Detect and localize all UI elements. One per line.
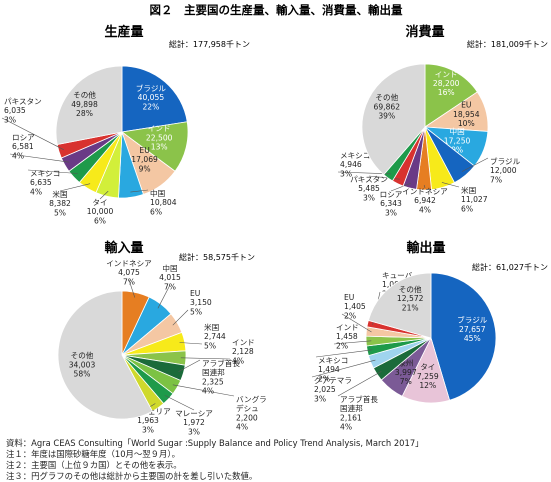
leader-line	[180, 357, 231, 360]
chart-total: 総計：61,027千トン	[472, 262, 548, 272]
slice-label: ロシア 6,581 4%	[12, 133, 35, 160]
slice-label: パキスタン 6,035 3%	[4, 97, 42, 124]
slice-label: その他 69,862 39%	[374, 92, 401, 120]
pie-slice	[57, 290, 153, 420]
notes: 資料：Agra CEAS Consulting「World Sugar :Sup…	[6, 438, 546, 482]
leader-line	[172, 309, 189, 326]
leader-line	[368, 175, 400, 180]
slice-label: EU 18,954 10%	[453, 101, 480, 128]
slice-label: その他 12,572 21%	[397, 284, 424, 312]
slice-label: パキスタン 5,485 3%	[350, 175, 388, 202]
leader-line	[9, 153, 70, 163]
slice-label: ブラジル 12,000 7%	[490, 156, 521, 184]
slice-label: 中国 4,015 7%	[159, 263, 181, 291]
slice-label: ブラジル 27,657 45%	[457, 315, 488, 343]
slice-label: EU 17,069 9%	[131, 146, 158, 173]
pie-slice	[121, 65, 188, 133]
leader-line	[1, 117, 65, 151]
slice-label: インドネシア 4,075 7%	[106, 259, 152, 286]
slice-label: 豪州 3,997 7%	[395, 358, 417, 386]
slice-label: タイ 10,000 6%	[87, 198, 114, 225]
slice-label: マレーシア 1,972 3%	[175, 409, 213, 436]
slice-label: 米国 8,382 5%	[49, 189, 71, 217]
leader-line	[337, 371, 382, 397]
leader-line	[315, 349, 373, 358]
slice-label: EU 3,150 5%	[190, 289, 212, 316]
chart-title: 輸出量	[406, 240, 445, 256]
slice-label: 米国 2,744 5%	[204, 322, 226, 350]
slice-label: メキシコ 6,635 4%	[30, 169, 60, 196]
figure-title: 図２ 主要国の生産量、輸入量、消費量、輸出量	[150, 3, 403, 17]
slice-label: バングラデシュ 2,200 4%	[236, 394, 267, 432]
leader-line	[130, 189, 149, 193]
chart-title: 輸入量	[104, 240, 143, 256]
note-1: 注１：年度は国際砂糖年度（10月～翌９月）。	[6, 449, 180, 459]
leader-line	[441, 182, 460, 188]
leader-line	[333, 340, 372, 345]
leader-line	[99, 190, 109, 200]
slice-label: その他 49,898 28%	[71, 90, 98, 118]
chart-title: 生産量	[104, 24, 143, 40]
slice-label: ロシア 6,343 3%	[380, 190, 403, 217]
pie-slice	[424, 63, 478, 128]
leader-line	[311, 359, 376, 378]
chart-title: 消費量	[405, 24, 444, 40]
leader-line	[27, 169, 78, 174]
slice-label: インド 22,500 13%	[146, 124, 173, 151]
slice-label: その他 34,003 58%	[69, 350, 96, 378]
leader-line	[59, 183, 91, 192]
slice-label: インド 1,458 2%	[336, 323, 359, 350]
leader-line	[461, 157, 489, 172]
leader-line	[164, 395, 195, 411]
slice-label: ブラジル 40,055 22%	[136, 83, 167, 111]
slice-label: インド 28,200 16%	[433, 70, 460, 97]
chart-total: 総計：177,958千トン	[169, 39, 250, 49]
slice-label: 中国 10,804 6%	[150, 188, 177, 216]
leader-line	[172, 384, 235, 397]
leader-line	[423, 184, 426, 189]
slice-label: インドネシア 6,942 4%	[402, 187, 448, 214]
leader-line	[157, 284, 171, 309]
slice-label: インド 2,128 4%	[232, 338, 255, 365]
note-2: 注２：主要国（上位９カ国）とその他を表示。	[6, 460, 182, 470]
leader-line	[179, 342, 203, 345]
pie-slice	[367, 272, 432, 339]
pie-slice	[361, 63, 426, 176]
slice-label: グアテマラ 2,025 3%	[314, 375, 352, 403]
leader-line	[390, 182, 412, 192]
slice-label: EU 1,405 2%	[344, 293, 366, 320]
note-3: 注３：円グラフのその他は総計から主要国の計を差し引いた数値。	[6, 471, 258, 481]
note-source: 資料：Agra CEAS Consulting「World Sugar :Sup…	[6, 438, 424, 448]
leader-line	[178, 359, 201, 372]
slice-label: アラブ首長国連邦 2,161 4%	[340, 394, 378, 432]
slice-label: メキシコ 1,494 2%	[318, 356, 348, 383]
slice-label: タイ 7,259 12%	[417, 363, 439, 390]
slice-label: 中国 17,250 9%	[444, 126, 471, 154]
slice-label: メキシコ 4,946 3%	[340, 151, 370, 178]
chart-total: 総計：58,575千トン	[179, 252, 255, 262]
slice-label: 米国 11,027 6%	[461, 185, 488, 213]
pie-slice	[430, 272, 497, 401]
leader-line	[128, 279, 136, 298]
chart-total: 総計：181,009千トン	[467, 39, 548, 49]
leader-line	[341, 313, 372, 333]
pie-slice	[55, 65, 123, 145]
